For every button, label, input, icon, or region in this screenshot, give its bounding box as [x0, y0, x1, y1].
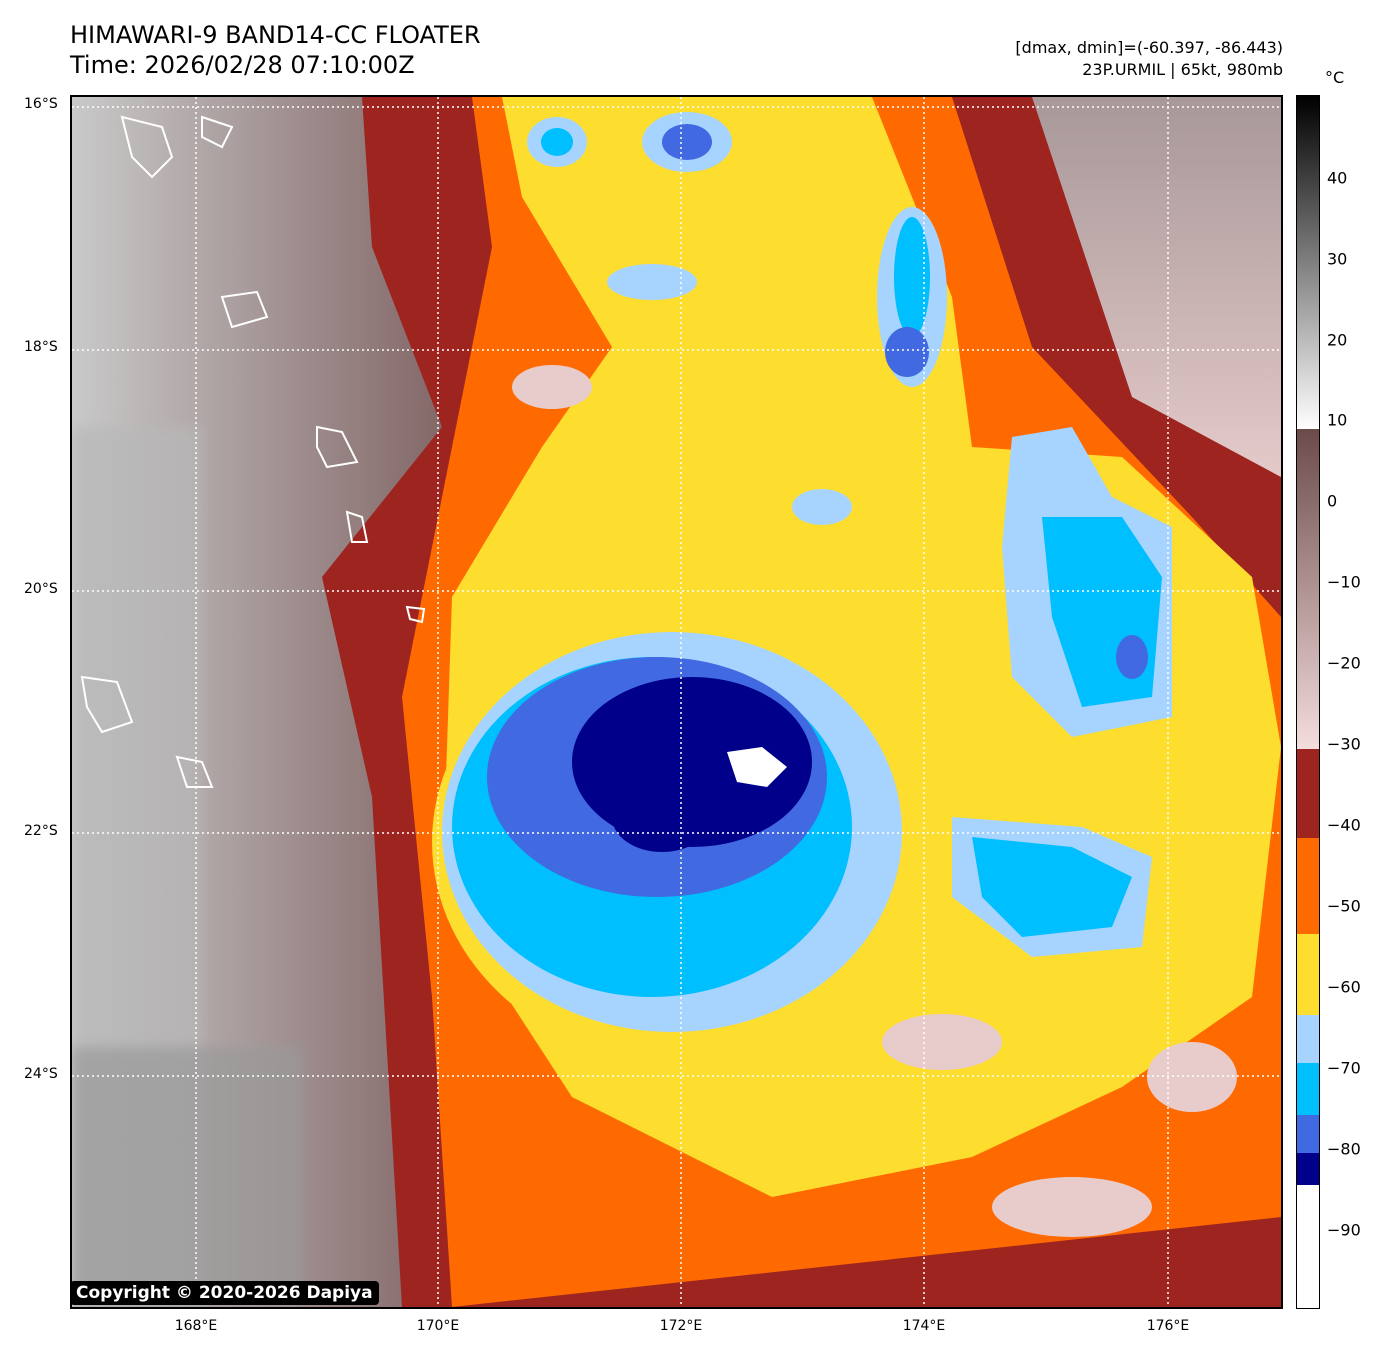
colorbar-tick-30: 30	[1327, 249, 1348, 269]
lat-label-16s: 16°S	[24, 96, 58, 112]
lat-label-18s: 18°S	[24, 339, 58, 355]
colorbar-tick-minus10: −10	[1327, 572, 1361, 592]
lon-label-170e: 170°E	[416, 1318, 460, 1334]
value-range: [dmax, dmin]=(-60.397, -86.443)	[1015, 38, 1283, 57]
colorbar-unit: °C	[1325, 68, 1345, 87]
lat-label-24s: 24°S	[24, 1066, 58, 1082]
title-time: Time: 2026/02/28 07:10:00Z	[70, 51, 415, 79]
colorbar	[1296, 95, 1320, 1309]
lon-label-168e: 168°E	[174, 1318, 218, 1334]
colorbar-tick-minus80: −80	[1327, 1139, 1361, 1159]
satellite-imagery	[70, 95, 1283, 1309]
colorbar-tick-minus50: −50	[1327, 896, 1361, 916]
colorbar-tick-minus40: −40	[1327, 815, 1361, 835]
colorbar-tick-minus90: −90	[1327, 1220, 1361, 1240]
storm-info: [dmax, dmin]=(-60.397, -86.443) 23P.URMI…	[1015, 37, 1283, 81]
colorbar-tick-20: 20	[1327, 330, 1348, 350]
map-title: HIMAWARI-9 BAND14-CC FLOATER Time: 2026/…	[70, 20, 481, 80]
storm-name: 23P.URMIL | 65kt, 980mb	[1082, 60, 1283, 79]
colorbar-tick-10: 10	[1327, 410, 1348, 430]
ir-image	[72, 97, 1281, 1307]
lon-label-172e: 172°E	[659, 1318, 703, 1334]
lon-label-176e: 176°E	[1146, 1318, 1190, 1334]
colorbar-tick-40: 40	[1327, 168, 1348, 188]
copyright-badge: Copyright © 2020-2026 Dapiya	[70, 1281, 379, 1305]
colorbar-tick-0: 0	[1327, 491, 1338, 511]
lat-label-22s: 22°S	[24, 823, 58, 839]
colorbar-tick-minus70: −70	[1327, 1058, 1361, 1078]
colorbar-tick-minus30: −30	[1327, 734, 1361, 754]
colorbar-tick-minus60: −60	[1327, 977, 1361, 997]
colorbar-tick-minus20: −20	[1327, 653, 1361, 673]
title-product: HIMAWARI-9 BAND14-CC FLOATER	[70, 21, 481, 49]
colorbar-gradient	[1297, 96, 1319, 1308]
lat-label-20s: 20°S	[24, 581, 58, 597]
lon-label-174e: 174°E	[902, 1318, 946, 1334]
